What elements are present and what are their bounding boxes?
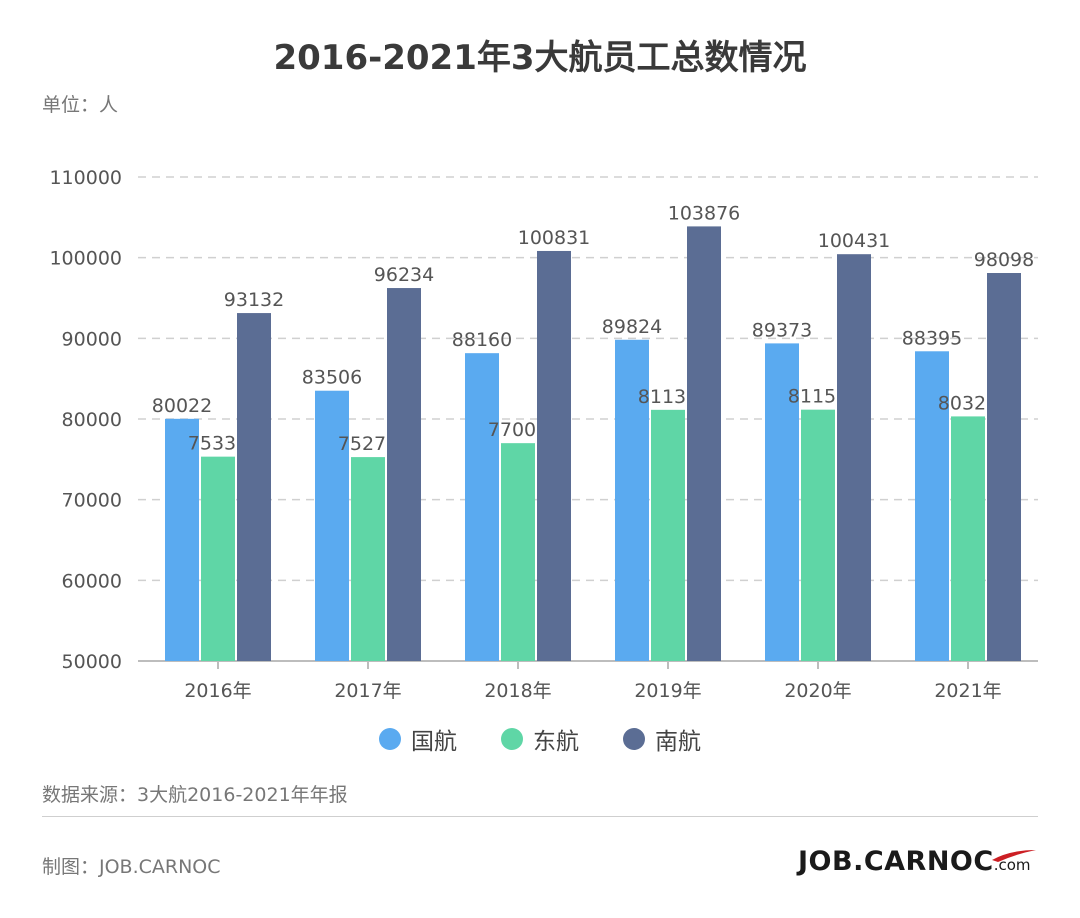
data-label: 93132: [224, 289, 284, 311]
bar-1-1: [351, 457, 385, 661]
bar-chart: 50000 60000 70000 80000 90000 100000 110000 201…: [49, 167, 1038, 700]
data-label: 96234: [374, 264, 434, 286]
data-label: 77005: [488, 419, 548, 441]
data-source: 数据来源：3大航2016-2021年年报: [42, 784, 348, 806]
bar-1-2: [501, 443, 535, 661]
unit-label: 单位：人: [42, 94, 119, 116]
bar-1-0: [201, 456, 235, 661]
data-label: 89824: [602, 316, 662, 338]
chart-title: 2016-2021年3大航员工总数情况: [273, 38, 807, 78]
data-label: 100831: [518, 227, 591, 249]
bar-1-4: [801, 409, 835, 661]
bar-0-2: [465, 353, 499, 661]
logo-text: JOB.CARNOC: [798, 846, 994, 877]
legend-swatch-nanhang: [623, 728, 645, 750]
bar-2-2: [537, 250, 571, 662]
data-label: 100431: [818, 230, 891, 252]
bar-0-3: [615, 339, 649, 661]
data-label: 98098: [974, 249, 1034, 271]
y-tick-label: 110000: [49, 167, 122, 189]
bar-2-4: [837, 254, 871, 661]
x-tick-label: 2016年: [184, 680, 251, 700]
y-tick-label: 90000: [62, 328, 122, 350]
x-tick-label: 2020年: [784, 680, 851, 700]
y-tick-label: 100000: [49, 248, 122, 270]
bar-2-0: [237, 313, 271, 661]
legend: 国航 东航 南航: [0, 722, 1080, 756]
bar-0-1: [315, 390, 349, 661]
bar-2-5: [987, 273, 1021, 661]
bar-2-3: [687, 226, 721, 661]
legend-item-guohang: 国航: [379, 722, 457, 756]
data-label: 88160: [452, 329, 512, 351]
data-label: 89373: [752, 319, 812, 341]
legend-item-donghang: 东航: [501, 722, 579, 756]
legend-label-guohang: 国航: [411, 729, 457, 755]
data-label: 80022: [152, 395, 212, 417]
data-label: 75333: [188, 433, 248, 455]
bar-1-3: [651, 409, 685, 661]
x-tick-label: 2021年: [934, 680, 1001, 700]
y-tick-label: 70000: [62, 490, 122, 512]
data-label: 88395: [902, 327, 962, 349]
bar-1-5: [951, 416, 985, 661]
data-label: 81157: [788, 386, 848, 408]
divider: [42, 816, 1038, 817]
logo-swoosh-icon: [992, 850, 1036, 862]
legend-swatch-donghang: [501, 728, 523, 750]
chart-maker: 制图：JOB.CARNOC: [42, 856, 221, 878]
y-tick-label: 50000: [62, 651, 122, 673]
y-tick-label: 80000: [62, 409, 122, 431]
y-tick-label: 60000: [62, 570, 122, 592]
data-label: 81136: [638, 386, 698, 408]
legend-item-nanhang: 南航: [623, 722, 701, 756]
x-tick-label: 2018年: [484, 680, 551, 700]
x-tick-label: 2017年: [334, 680, 401, 700]
bar-0-0: [165, 418, 199, 661]
carnoc-logo: JOB.CARNOC.com: [798, 846, 1031, 877]
data-label: 75277: [338, 433, 398, 455]
data-label: 83506: [302, 367, 362, 389]
legend-label-nanhang: 南航: [655, 729, 701, 755]
data-label: 80321: [938, 392, 998, 414]
bar-0-4: [765, 343, 799, 661]
bar-2-1: [387, 288, 421, 661]
logo-suffix: .com: [993, 856, 1031, 874]
x-tick-label: 2019年: [634, 680, 701, 700]
legend-label-donghang: 东航: [533, 729, 579, 755]
data-label: 103876: [668, 202, 741, 224]
legend-swatch-guohang: [379, 728, 401, 750]
bar-0-5: [915, 351, 949, 661]
